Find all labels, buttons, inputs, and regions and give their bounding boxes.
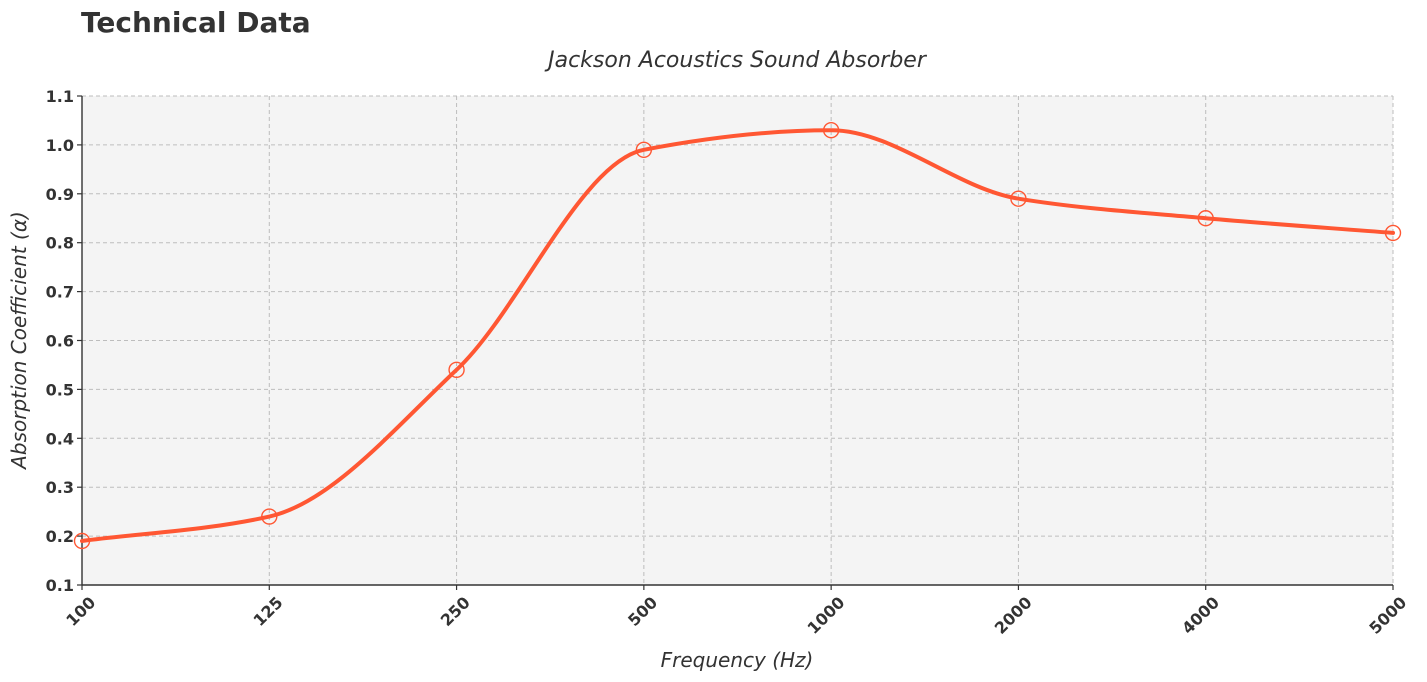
x-tick-label: 4000	[1178, 593, 1223, 638]
data-point	[1010, 190, 1027, 207]
y-axis-title: Absorption Coefficient (α)	[7, 211, 31, 471]
series-layer	[73, 122, 1402, 550]
data-point	[822, 122, 840, 139]
y-tick-label: 0.4	[46, 429, 74, 448]
data-point	[1384, 224, 1402, 242]
y-tick-label: 0.5	[46, 380, 74, 399]
x-tick-label: 5000	[1365, 593, 1410, 638]
x-tick-label: 1000	[804, 593, 849, 638]
data-point	[635, 141, 653, 158]
x-tick-label: 125	[250, 593, 287, 630]
y-axis-ticks: 0.1 0.2 0.3 0.4 0.5 0.6 0.7 0.8 0.9 1.0 1.1	[46, 87, 82, 595]
y-tick-label: 1.0	[46, 136, 74, 155]
x-tick-label: 250	[437, 593, 474, 630]
x-tick-label: 2000	[991, 593, 1036, 638]
x-axis-title: Frequency (Hz)	[661, 648, 814, 672]
page-heading: Technical Data	[81, 6, 311, 39]
data-point	[448, 361, 465, 379]
x-tick-label: 100	[62, 593, 99, 630]
data-point	[261, 508, 278, 525]
y-tick-label: 0.2	[46, 527, 74, 546]
y-tick-label: 0.7	[46, 283, 74, 302]
y-tick-label: 0.1	[46, 576, 74, 595]
series-line	[80, 128, 1395, 543]
x-axis-ticks: 100 125 250 500 1000 2000 4000 5000	[62, 585, 1410, 638]
data-point	[73, 532, 91, 550]
y-tick-label: 1.1	[46, 87, 74, 106]
data-point	[1197, 210, 1214, 227]
y-tick-label: 0.3	[46, 478, 74, 497]
y-tick-label: 0.9	[46, 185, 74, 204]
chart-title: Jackson Acoustics Sound Absorber	[544, 48, 928, 73]
x-tick-label: 500	[624, 593, 661, 630]
y-tick-label: 0.6	[46, 332, 74, 351]
y-tick-label: 0.8	[46, 234, 74, 253]
